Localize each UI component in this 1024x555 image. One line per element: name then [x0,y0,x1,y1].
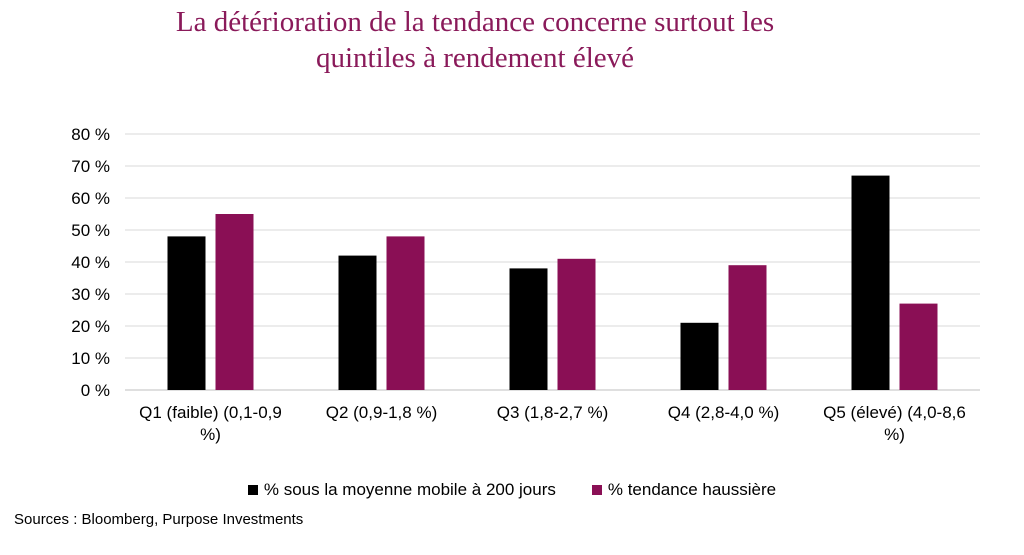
x-category-label: %) [200,425,221,444]
bar-series-2-5 [899,303,938,390]
bar-series-1-2 [338,255,377,390]
y-tick-label: 80 % [71,125,110,144]
y-tick-label: 70 % [71,157,110,176]
source-note: Sources : Bloomberg, Purpose Investments [14,511,304,528]
bar-series-1-3 [509,268,548,390]
bar-series-2-1 [215,214,254,390]
y-tick-label: 50 % [71,221,110,240]
x-category-label: Q2 (0,9-1,8 %) [326,403,438,422]
x-category-label: Q5 (élevé) (4,0-8,6 [823,403,966,422]
y-tick-label: 10 % [71,349,110,368]
y-tick-label: 30 % [71,285,110,304]
bar-series-1-4 [680,322,719,390]
bar-series-1-5 [851,175,890,390]
x-category-label: %) [884,425,905,444]
bar-series-1-1 [167,236,206,390]
legend-label-series-1: % sous la moyenne mobile à 200 jours [263,480,556,499]
legend-item-series-2: % tendance haussière [591,480,777,500]
legend: % sous la moyenne mobile à 200 jours % t… [0,480,1024,500]
legend-label-series-2: % tendance haussière [607,480,777,499]
chart-title-line-1: La détérioration de la tendance concerne… [175,6,775,38]
x-category-label: Q3 (1,8-2,7 %) [497,403,609,422]
bar-chart: 0 % 10 % 20 % 30 % 40 % 50 % 60 % 70 % 80 % Q1 (f… [71,125,980,444]
y-tick-label: 60 % [71,189,110,208]
y-tick-label: 20 % [71,317,110,336]
legend-swatch-series-2 [591,485,602,495]
bar-series-2-3 [557,258,596,390]
y-tick-label: 40 % [71,253,110,272]
legend-item-series-1: % sous la moyenne mobile à 200 jours [247,480,556,500]
x-category-label: Q4 (2,8-4,0 %) [668,403,780,422]
bar-series-2-4 [728,265,767,390]
x-category-label: Q1 (faible) (0,1-0,9 [139,403,282,422]
y-tick-label: 0 % [81,381,110,400]
legend-swatch-series-1 [247,485,258,495]
bar-series-2-2 [386,236,425,390]
chart-title-line-2: quintiles à rendement élevé [315,42,635,74]
